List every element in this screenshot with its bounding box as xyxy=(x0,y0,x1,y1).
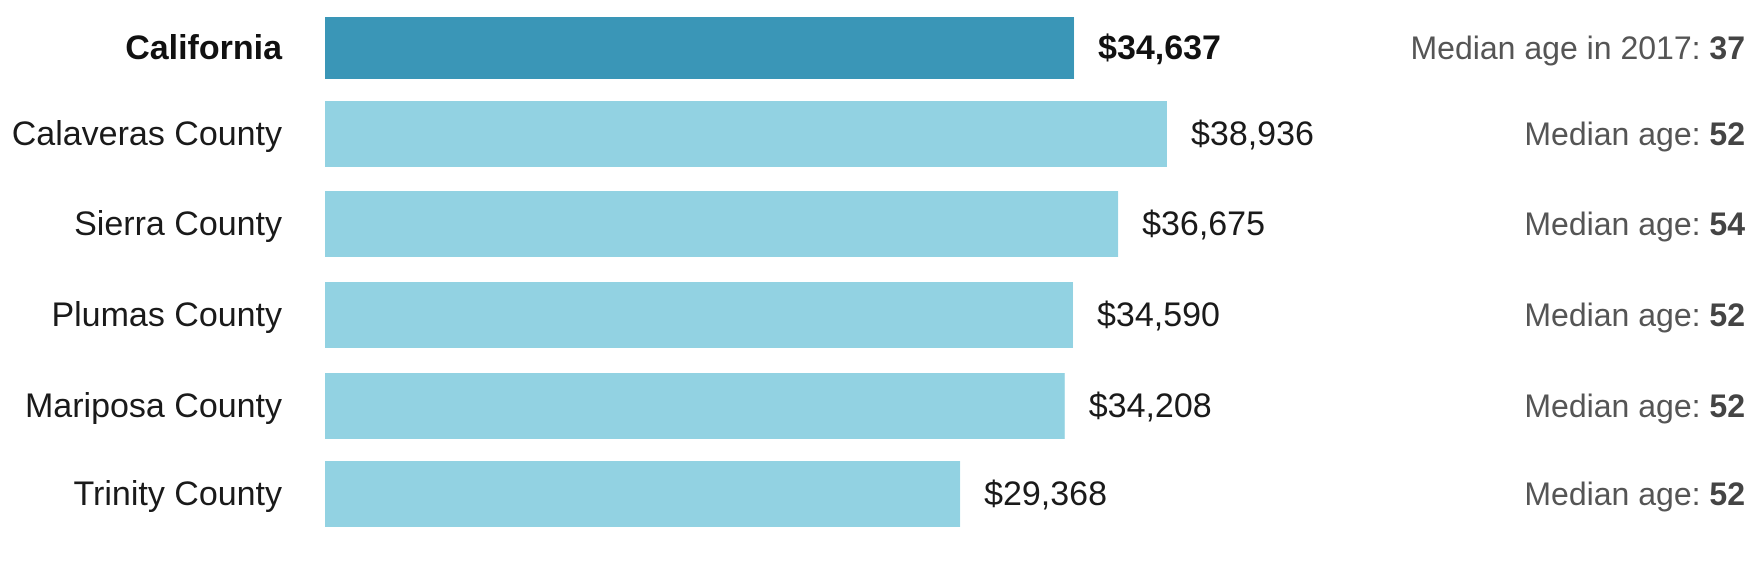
value-labels: $34,637 $38,936 $36,675 $34,590 $34,208 $29,3… xyxy=(984,29,1314,513)
bar xyxy=(325,373,1065,439)
category-label: California xyxy=(125,29,283,67)
value-label: $34,590 xyxy=(1097,296,1220,334)
median-age-label: Median age: 52 xyxy=(1524,388,1745,424)
bar xyxy=(325,191,1119,257)
bar xyxy=(325,282,1074,348)
median-age-prefix: Median age: xyxy=(1524,116,1709,152)
category-label: Trinity County xyxy=(74,475,282,513)
median-age-value: 52 xyxy=(1709,297,1745,333)
value-label: $34,637 xyxy=(1098,29,1221,67)
median-age-label: Median age: 52 xyxy=(1524,476,1745,512)
value-label: $38,936 xyxy=(1191,115,1314,153)
median-age-label: Median age: 52 xyxy=(1524,297,1745,333)
category-label: Plumas County xyxy=(51,296,282,334)
category-label: Sierra County xyxy=(74,205,282,243)
median-age-value: 37 xyxy=(1709,30,1745,66)
median-age-prefix: Median age in 2017: xyxy=(1411,30,1710,66)
median-age-prefix: Median age: xyxy=(1524,297,1709,333)
median-age-value: 52 xyxy=(1709,388,1745,424)
median-age-label: Median age: 54 xyxy=(1524,206,1745,242)
value-label: $36,675 xyxy=(1142,205,1265,243)
category-label: Calaveras County xyxy=(12,115,282,153)
median-age-prefix: Median age: xyxy=(1524,388,1709,424)
median-age-value: 52 xyxy=(1709,476,1745,512)
median-age-value: 52 xyxy=(1709,116,1745,152)
median-age-label: Median age: 52 xyxy=(1524,116,1745,152)
bars xyxy=(325,17,1167,527)
bar xyxy=(325,101,1167,167)
median-age-label: Median age in 2017: 37 xyxy=(1411,30,1745,66)
value-label: $34,208 xyxy=(1089,387,1212,425)
category-labels: California Calaveras County Sierra County P… xyxy=(12,29,283,513)
median-age-value: 54 xyxy=(1709,206,1745,242)
bar-highlight xyxy=(325,17,1075,79)
median-age-prefix: Median age: xyxy=(1524,206,1709,242)
median-age-prefix: Median age: xyxy=(1524,476,1709,512)
bar xyxy=(325,461,961,527)
value-label: $29,368 xyxy=(984,475,1107,513)
category-label: Mariposa County xyxy=(25,387,282,425)
